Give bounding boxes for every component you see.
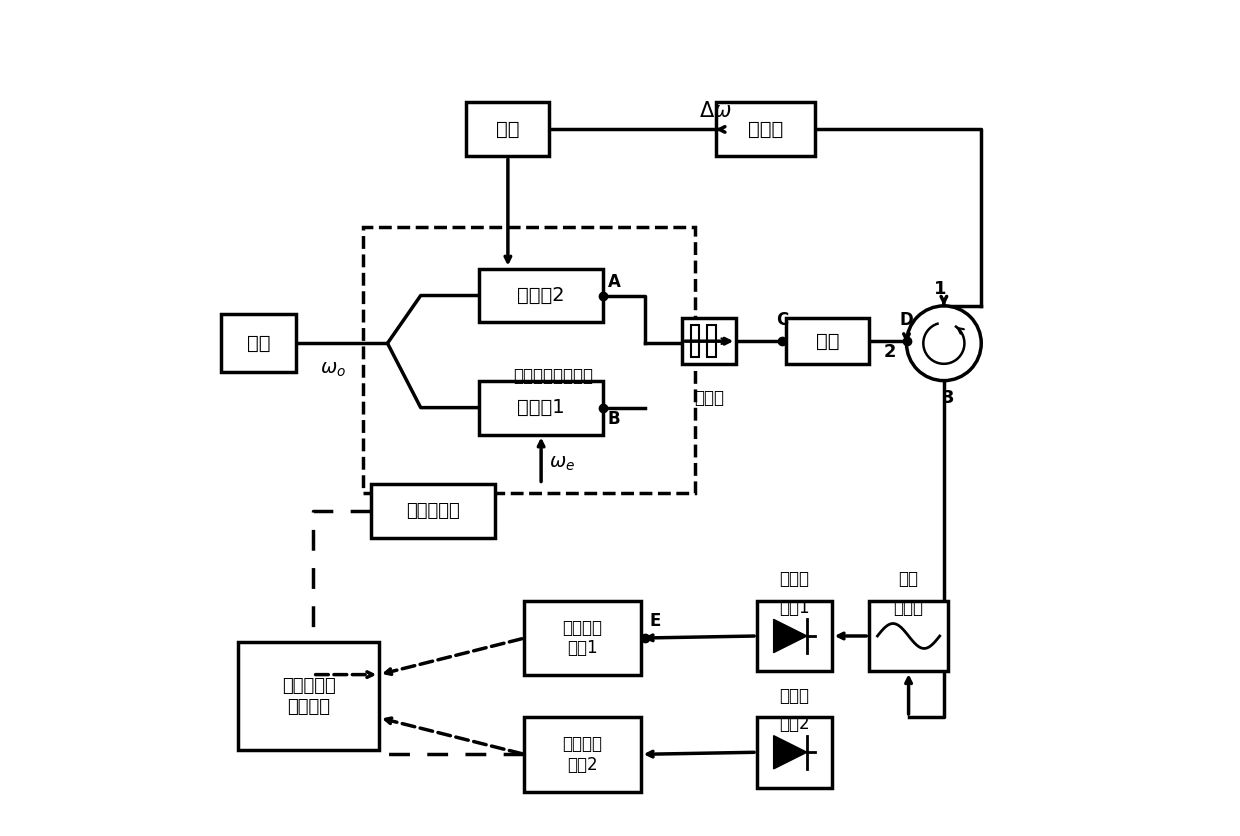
Text: 幅相提取
模块2: 幅相提取 模块2 xyxy=(563,735,603,774)
Text: 测器2: 测器2 xyxy=(779,716,810,733)
Bar xyxy=(691,325,699,357)
Text: 2: 2 xyxy=(884,343,897,360)
Bar xyxy=(707,325,715,357)
Text: 双平行光电调制器: 双平行光电调制器 xyxy=(513,368,594,385)
Text: 1: 1 xyxy=(934,279,946,298)
Text: 控制及数据
处理模块: 控制及数据 处理模块 xyxy=(281,677,336,716)
FancyBboxPatch shape xyxy=(682,319,737,364)
FancyBboxPatch shape xyxy=(238,642,379,750)
Text: 光器件: 光器件 xyxy=(894,599,924,617)
Text: 3: 3 xyxy=(941,389,955,407)
Text: $\omega_o$: $\omega_o$ xyxy=(320,359,346,379)
Text: 光纤: 光纤 xyxy=(816,332,839,350)
Text: 光电探: 光电探 xyxy=(780,686,810,705)
Polygon shape xyxy=(774,619,807,653)
FancyBboxPatch shape xyxy=(758,601,832,671)
FancyBboxPatch shape xyxy=(525,717,641,792)
Text: 幅相提取
模块1: 幅相提取 模块1 xyxy=(563,619,603,657)
Text: 本振: 本振 xyxy=(496,120,520,139)
FancyBboxPatch shape xyxy=(525,601,641,675)
FancyBboxPatch shape xyxy=(222,314,296,372)
Text: B: B xyxy=(608,410,620,428)
Text: E: E xyxy=(649,612,661,630)
FancyBboxPatch shape xyxy=(466,103,549,156)
Text: D: D xyxy=(900,311,914,329)
FancyBboxPatch shape xyxy=(479,268,604,323)
Text: 调制器1: 调制器1 xyxy=(517,398,565,417)
FancyBboxPatch shape xyxy=(371,484,496,538)
Text: 扫频微波源: 扫频微波源 xyxy=(407,502,460,521)
Text: 测器1: 测器1 xyxy=(779,599,810,617)
Text: $\Delta\omega$: $\Delta\omega$ xyxy=(699,101,732,121)
Text: 光源: 光源 xyxy=(247,334,270,353)
Bar xyxy=(362,227,694,492)
FancyBboxPatch shape xyxy=(715,103,815,156)
Text: 待测: 待测 xyxy=(899,570,919,589)
Text: A: A xyxy=(608,273,620,291)
Text: 隔离器: 隔离器 xyxy=(694,389,724,407)
Text: C: C xyxy=(776,311,789,329)
Text: 光电探: 光电探 xyxy=(780,570,810,589)
FancyBboxPatch shape xyxy=(758,717,832,788)
FancyBboxPatch shape xyxy=(869,601,949,671)
Polygon shape xyxy=(774,736,807,769)
FancyBboxPatch shape xyxy=(479,380,604,435)
Circle shape xyxy=(906,306,981,380)
FancyBboxPatch shape xyxy=(786,319,869,364)
Text: 调制器2: 调制器2 xyxy=(517,286,565,305)
Text: $\omega_e$: $\omega_e$ xyxy=(549,454,575,473)
Text: 放大器: 放大器 xyxy=(748,120,782,139)
